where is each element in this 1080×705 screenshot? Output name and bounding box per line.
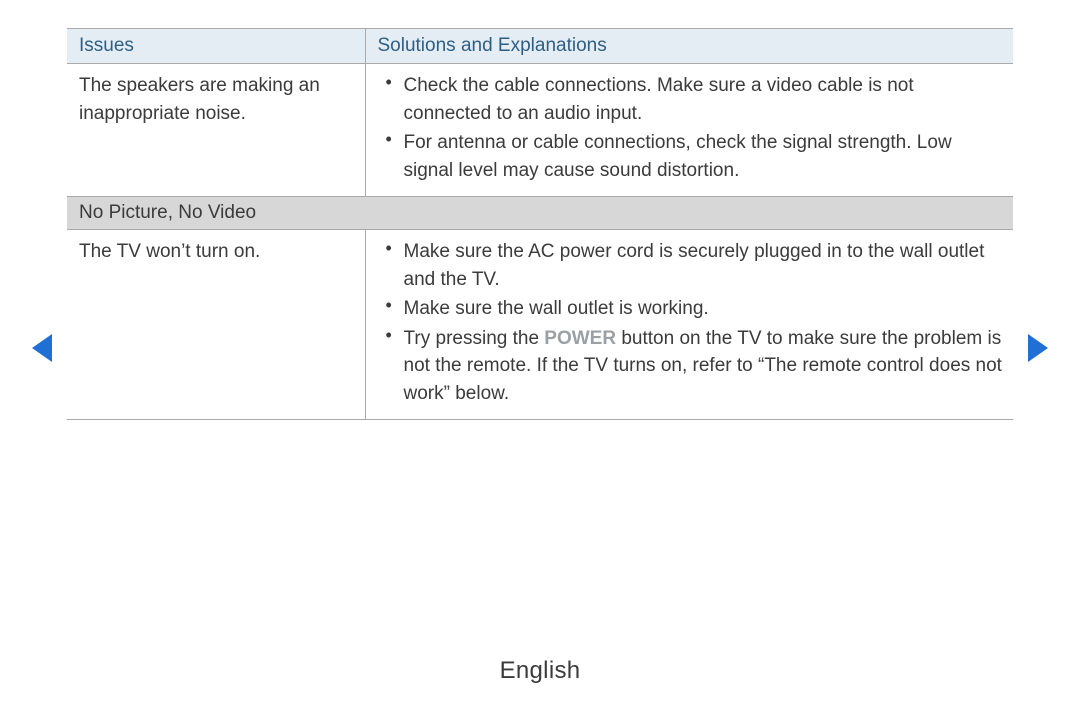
table-row: The TV won’t turn on. Make sure the AC po… (67, 230, 1013, 420)
solution-item: Try pressing the POWER button on the TV … (404, 325, 1004, 408)
nav-next-icon[interactable] (1028, 334, 1048, 362)
header-solutions: Solutions and Explanations (365, 29, 1013, 64)
troubleshooting-table: Issues Solutions and Explanations The sp… (67, 28, 1013, 420)
solutions-cell: Make sure the AC power cord is securely … (365, 230, 1013, 420)
solution-item: Check the cable connections. Make sure a… (404, 72, 1004, 127)
footer-language: English (0, 657, 1080, 685)
solution-keyword: POWER (544, 328, 616, 349)
solutions-cell: Check the cable connections. Make sure a… (365, 64, 1013, 197)
nav-prev-icon[interactable] (32, 334, 52, 362)
section-row: No Picture, No Video (67, 197, 1013, 230)
solution-text-pre: Try pressing the (404, 328, 545, 349)
header-issues: Issues (67, 29, 365, 64)
section-label: No Picture, No Video (67, 197, 1013, 230)
issue-cell: The TV won’t turn on. (67, 230, 365, 420)
solution-item: Make sure the wall outlet is working. (404, 295, 1004, 323)
issue-cell: The speakers are making an inappropriate… (67, 64, 365, 197)
table-row: The speakers are making an inappropriate… (67, 64, 1013, 197)
solution-item: For antenna or cable connections, check … (404, 129, 1004, 184)
table-header-row: Issues Solutions and Explanations (67, 29, 1013, 64)
solution-item: Make sure the AC power cord is securely … (404, 238, 1004, 293)
